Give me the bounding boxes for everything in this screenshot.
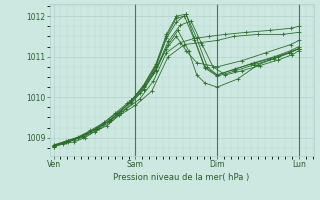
X-axis label: Pression niveau de la mer( hPa ): Pression niveau de la mer( hPa ) [114, 173, 250, 182]
